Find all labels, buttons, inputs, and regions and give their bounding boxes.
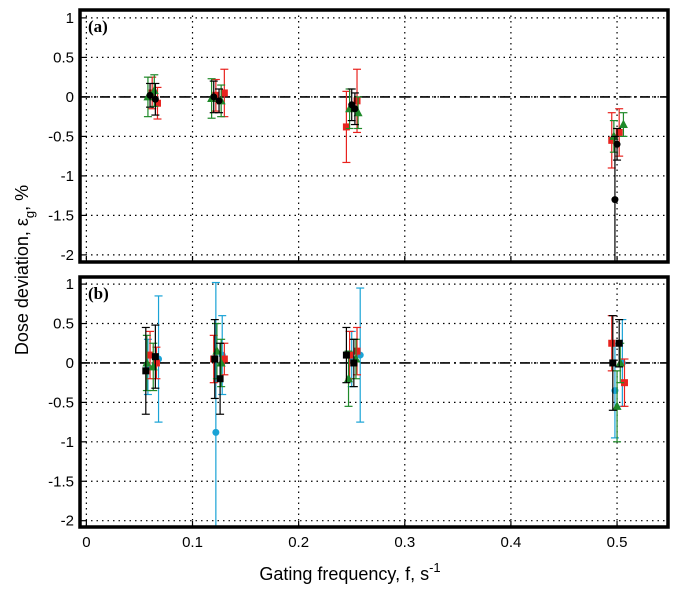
point xyxy=(615,128,623,136)
y-axis-title-sub: g xyxy=(22,211,37,218)
y-tick-label: -0.5 xyxy=(48,128,74,145)
point xyxy=(151,95,159,103)
point xyxy=(146,351,154,359)
point xyxy=(153,99,161,107)
point xyxy=(350,359,358,367)
x-tick-label: 0.3 xyxy=(394,534,415,551)
point xyxy=(342,351,350,359)
y-tick-label: 0 xyxy=(66,355,74,372)
point xyxy=(613,140,621,148)
x-axis-title: Gating frequency, f, s-1 xyxy=(259,560,440,584)
y-tick-label: -2 xyxy=(61,247,74,264)
point xyxy=(142,357,152,367)
point xyxy=(211,355,219,363)
y-axis-title-end: , % xyxy=(12,185,32,211)
x-tick-label: 0.4 xyxy=(500,534,521,551)
point xyxy=(142,367,150,375)
point xyxy=(216,375,224,383)
plot-frame xyxy=(78,275,670,529)
point xyxy=(620,379,628,387)
point xyxy=(608,339,616,347)
x-tick-label: 0.1 xyxy=(182,534,203,551)
y-tick-label: -1.5 xyxy=(48,473,74,490)
point xyxy=(212,428,220,436)
point xyxy=(146,91,154,99)
y-axis-title: Dose deviation, εg, % xyxy=(12,185,37,355)
x-axis-title-text: Gating frequency, f, s xyxy=(259,564,429,584)
x-tick-label: 0.5 xyxy=(607,534,628,551)
y-tick-label: 1 xyxy=(66,276,74,293)
point xyxy=(618,119,628,129)
point xyxy=(353,347,361,355)
point xyxy=(612,401,622,410)
point xyxy=(220,355,228,363)
panel-label: (b) xyxy=(88,284,109,303)
x-tick-label: 0 xyxy=(82,534,90,551)
point xyxy=(220,89,228,97)
y-tick-label: 0.5 xyxy=(53,316,74,333)
y-tick-label: 0.5 xyxy=(53,49,74,66)
point xyxy=(215,97,223,105)
point xyxy=(608,136,616,144)
y-tick-label: -2 xyxy=(61,513,74,530)
x-axis-title-sup: -1 xyxy=(429,560,441,575)
panel-label: (a) xyxy=(88,17,108,36)
point xyxy=(609,359,617,367)
x-tick-label: 0.2 xyxy=(288,534,309,551)
y-axis-title-text: Dose deviation, ε xyxy=(12,218,32,355)
point xyxy=(342,123,350,131)
point xyxy=(351,105,359,113)
y-tick-label: 1 xyxy=(66,10,74,27)
point xyxy=(216,357,226,367)
point xyxy=(210,93,218,101)
point xyxy=(611,196,619,204)
point xyxy=(152,359,160,367)
plot-frame xyxy=(78,8,670,264)
y-tick-label: -0.5 xyxy=(48,394,74,411)
point xyxy=(149,85,159,95)
point xyxy=(353,97,361,105)
plot-area xyxy=(143,68,628,262)
y-tick-label: -1 xyxy=(61,168,74,185)
point xyxy=(151,353,159,361)
point xyxy=(615,339,623,347)
y-tick-label: -1 xyxy=(61,434,74,451)
y-tick-label: 0 xyxy=(66,89,74,106)
point xyxy=(353,107,363,117)
plot-area xyxy=(141,281,629,527)
point xyxy=(609,131,619,140)
point xyxy=(615,357,625,367)
y-tick-label: -1.5 xyxy=(48,207,74,224)
